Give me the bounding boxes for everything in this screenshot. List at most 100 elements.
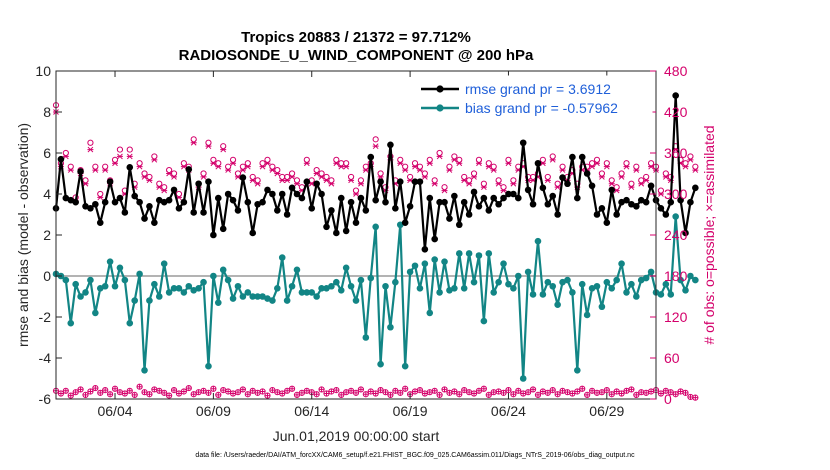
obs-bottom-possible-marker xyxy=(549,387,556,394)
obs-possible-marker xyxy=(692,163,699,170)
obs-assimilated-marker xyxy=(87,146,94,153)
obs-bottom-possible-marker xyxy=(161,389,168,396)
obs-bottom-assimilated-marker xyxy=(147,392,152,397)
obs-bottom-assimilated-marker xyxy=(275,389,280,395)
x-tick-label: 06/09 xyxy=(196,403,231,419)
obs-bottom-possible-marker xyxy=(146,391,153,398)
obs-bottom-assimilated-marker xyxy=(589,388,595,393)
obs-possible-marker xyxy=(554,180,561,187)
obs-bottom-assimilated-marker xyxy=(294,392,300,398)
bias-point xyxy=(254,293,261,300)
obs-assimilated-marker xyxy=(289,174,296,180)
rmse-point xyxy=(96,219,104,226)
obs-possible-marker xyxy=(406,173,414,181)
rmse-point xyxy=(239,174,247,181)
rmse-point xyxy=(608,186,616,194)
obs-possible-marker xyxy=(288,170,296,177)
rmse-point xyxy=(667,198,675,206)
bias-point xyxy=(249,293,257,300)
obs-bottom-possible-marker xyxy=(500,389,507,396)
obs-possible-marker xyxy=(426,156,433,163)
rmse-point xyxy=(259,198,266,206)
obs-bottom-possible-marker xyxy=(402,385,409,392)
rmse-point xyxy=(633,203,640,210)
obs-bottom-possible-marker xyxy=(72,389,79,396)
rmse-point xyxy=(244,198,252,206)
obs-possible-marker xyxy=(303,156,310,163)
bias-point xyxy=(106,258,114,265)
obs-bottom-possible-marker xyxy=(470,390,478,397)
rmse-point xyxy=(170,186,178,194)
obs-bottom-assimilated-marker xyxy=(427,389,432,395)
obs-bottom-assimilated-marker xyxy=(452,389,457,394)
legend-rmse-marker xyxy=(436,85,444,93)
obs-possible-marker xyxy=(451,153,458,160)
bias-point xyxy=(441,258,448,265)
bias-point xyxy=(657,291,665,298)
obs-bottom-possible-marker xyxy=(672,391,679,398)
obs-assimilated-marker xyxy=(603,163,610,170)
bias-point xyxy=(352,297,360,304)
obs-bottom-assimilated-marker xyxy=(683,390,688,396)
obs-bottom-assimilated-marker xyxy=(402,386,408,391)
rmse-point xyxy=(269,190,276,198)
rmse-point xyxy=(682,229,689,237)
rmse-point xyxy=(337,194,345,202)
obs-possible-marker xyxy=(657,187,665,194)
bias-point xyxy=(406,268,414,276)
obs-assimilated-marker xyxy=(436,153,443,160)
obs-assimilated-marker xyxy=(116,153,123,160)
obs-possible-marker xyxy=(343,160,350,167)
rmse-point xyxy=(647,182,655,190)
bias-point xyxy=(431,256,438,263)
obs-assimilated-marker xyxy=(210,160,217,167)
obs-bottom-assimilated-marker xyxy=(437,392,442,398)
obs-assimilated-marker xyxy=(190,139,197,146)
obs-bottom-assimilated-marker xyxy=(363,392,369,397)
obs-bottom-assimilated-marker xyxy=(442,387,447,392)
bias-point xyxy=(62,276,70,284)
y-tick-label: 8 xyxy=(43,104,51,120)
legend: rmse grand pr = 3.6912 bias grand pr = -… xyxy=(413,75,653,119)
y-axis-label: rmse and bias (model - observation) xyxy=(15,123,31,347)
rmse-point xyxy=(283,211,291,218)
obs-bottom-possible-marker xyxy=(106,391,114,398)
bias-point xyxy=(549,282,557,290)
obs-bottom-possible-marker xyxy=(431,387,438,394)
obs-bottom-assimilated-marker xyxy=(284,388,290,393)
obs-bottom-assimilated-marker xyxy=(516,388,521,393)
rmse-point xyxy=(229,196,237,204)
rmse-point xyxy=(195,180,202,188)
rmse-point xyxy=(569,153,576,161)
obs-bottom-assimilated-marker xyxy=(280,391,285,396)
obs-bottom-assimilated-marker xyxy=(481,386,487,391)
obs-possible-marker xyxy=(126,146,133,153)
obs-bottom-assimilated-marker xyxy=(693,395,698,400)
x-axis-ticks: 06/04 06/09 06/14 06/19 06/24 06/29 xyxy=(97,71,625,419)
obs-bottom-assimilated-marker xyxy=(501,390,506,396)
obs-possible-marker xyxy=(92,163,99,170)
obs-bottom-assimilated-marker xyxy=(678,389,683,394)
obs-possible-marker xyxy=(623,160,630,167)
obs-bottom-possible-marker xyxy=(259,388,266,395)
rmse-point xyxy=(510,190,517,198)
y-axis-ticks: -6 -4 -2 0 2 4 6 8 10 xyxy=(35,63,62,407)
obs-possible-marker xyxy=(313,166,320,174)
obs-bottom-assimilated-marker xyxy=(171,387,177,393)
rmse-point xyxy=(328,207,335,214)
obs-bottom-assimilated-marker xyxy=(324,391,329,396)
obs-possible-marker xyxy=(141,170,148,177)
obs-assimilated-marker xyxy=(623,163,630,170)
obs-assimilated-marker xyxy=(687,156,694,163)
bias-point xyxy=(283,297,291,304)
rmse-point xyxy=(485,207,493,214)
bias-point xyxy=(377,360,384,368)
obs-possible-marker xyxy=(613,184,620,191)
obs-bottom-possible-marker xyxy=(77,386,84,393)
rmse-point xyxy=(672,92,679,99)
rmse-point xyxy=(490,194,498,202)
obs-assimilated-marker xyxy=(259,163,266,170)
rmse-point xyxy=(642,198,650,206)
obs-bottom-possible-marker xyxy=(382,389,389,396)
bias-point xyxy=(136,270,143,278)
